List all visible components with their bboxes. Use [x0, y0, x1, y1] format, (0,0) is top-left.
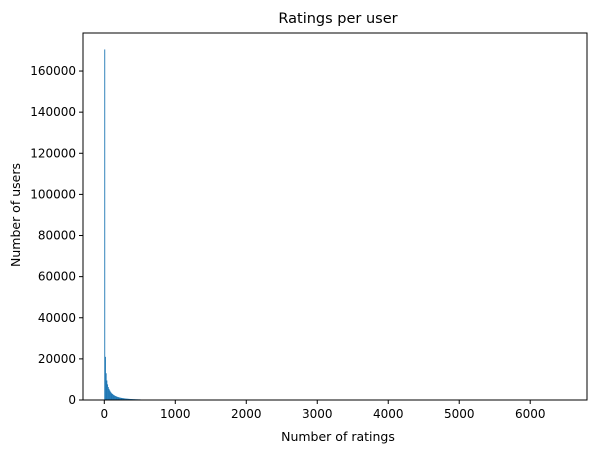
- y-tick-label: 80000: [38, 229, 76, 243]
- y-axis-ticks: 0 20000 40000 60000 80000 100000 120000 140000 1…: [30, 64, 83, 407]
- x-tick-label: 3000: [302, 407, 333, 421]
- y-axis-label: Number of users: [8, 163, 23, 267]
- y-tick-label: 160000: [30, 64, 76, 78]
- y-tick-label: 40000: [38, 311, 76, 325]
- y-tick-label: 60000: [38, 270, 76, 284]
- y-tick-label: 100000: [30, 187, 76, 201]
- x-tick-label: 2000: [231, 407, 262, 421]
- histogram-bar: [104, 49, 105, 400]
- y-tick-label: 0: [68, 393, 76, 407]
- x-tick-label: 4000: [373, 407, 404, 421]
- plot-frame: [83, 33, 587, 400]
- y-tick-label: 120000: [30, 146, 76, 160]
- x-tick-label: 5000: [444, 407, 475, 421]
- bars-group: [104, 49, 162, 400]
- x-tick-label: 0: [100, 407, 108, 421]
- chart-title: Ratings per user: [278, 11, 397, 27]
- x-tick-label: 1000: [160, 407, 191, 421]
- x-tick-label: 6000: [515, 407, 546, 421]
- x-axis-ticks: 0 1000 2000 3000 4000 5000 6000: [100, 400, 545, 421]
- y-tick-label: 20000: [38, 352, 76, 366]
- x-axis-label: Number of ratings: [281, 429, 395, 444]
- y-tick-label: 140000: [30, 105, 76, 119]
